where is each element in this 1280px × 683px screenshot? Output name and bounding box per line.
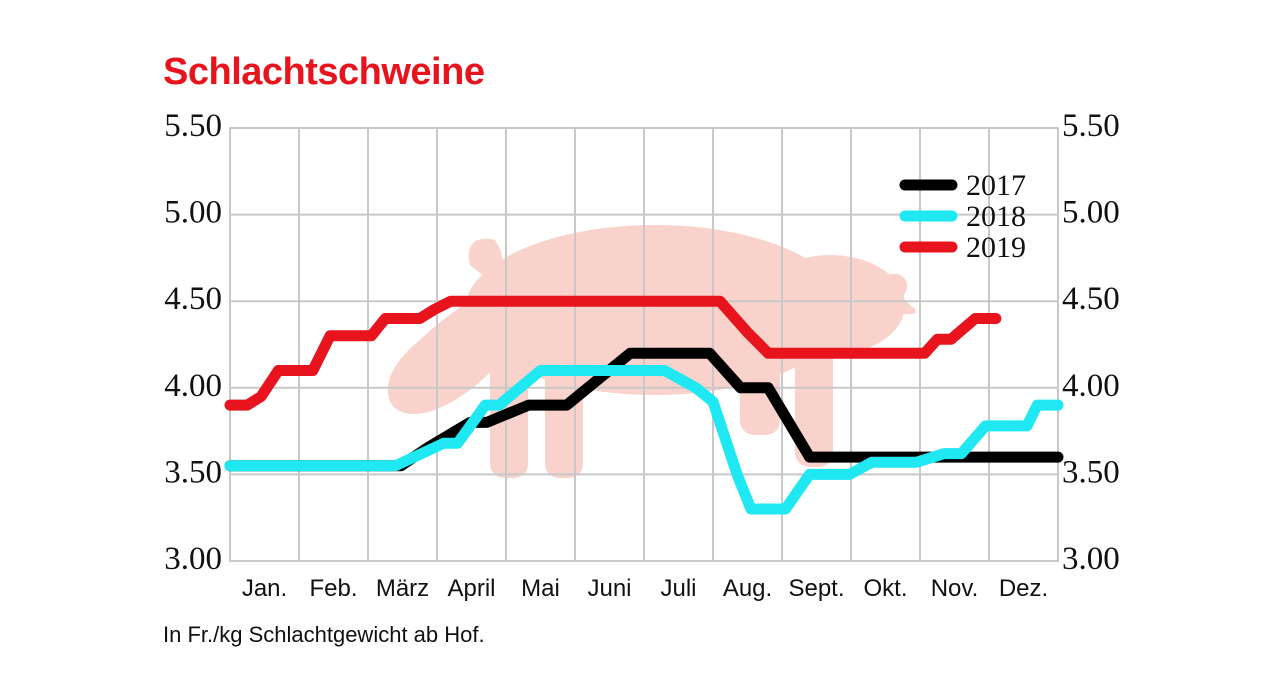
series-lines bbox=[224, 295, 1064, 515]
y-tick-label-left: 3.00 bbox=[164, 541, 222, 577]
y-tick-label-right: 4.50 bbox=[1062, 281, 1120, 317]
series-line-2018 bbox=[224, 365, 1064, 515]
x-tick-label: Feb. bbox=[309, 575, 357, 602]
x-tick-label: Nov. bbox=[931, 575, 979, 602]
x-tick-label: Jan. bbox=[242, 575, 287, 602]
y-tick-label-left: 4.50 bbox=[164, 281, 222, 317]
legend-label-2019: 2019 bbox=[966, 231, 1026, 264]
series-line-2019 bbox=[224, 295, 1002, 411]
x-tick-label: April bbox=[447, 575, 495, 602]
y-axis-right: 3.00 3.50 4.00 4.50 5.00 5.50 bbox=[1062, 108, 1120, 577]
x-axis: Jan. Feb. März April Mai Juni Juli Aug. Sept. Okt… bbox=[242, 575, 1048, 602]
x-tick-label: Aug. bbox=[723, 575, 772, 602]
x-tick-label: Juli bbox=[660, 575, 696, 602]
y-tick-label-right: 3.50 bbox=[1062, 454, 1120, 490]
footnote: In Fr./kg Schlachtgewicht ab Hof. bbox=[163, 622, 485, 647]
legend-label-2017: 2017 bbox=[966, 169, 1026, 202]
y-tick-label-right: 5.50 bbox=[1062, 108, 1120, 144]
y-tick-label-right: 5.00 bbox=[1062, 195, 1120, 231]
x-tick-label: Okt. bbox=[863, 575, 907, 602]
y-tick-label-left: 4.00 bbox=[164, 368, 222, 404]
legend-label-2018: 2018 bbox=[966, 200, 1026, 233]
x-tick-label: Juni bbox=[587, 575, 631, 602]
y-tick-label-left: 5.50 bbox=[164, 108, 222, 144]
x-tick-label: März bbox=[376, 575, 429, 602]
x-tick-label: Dez. bbox=[999, 575, 1048, 602]
x-tick-label: Mai bbox=[521, 575, 560, 602]
y-tick-label-right: 3.00 bbox=[1062, 541, 1120, 577]
y-tick-label-left: 5.00 bbox=[164, 195, 222, 231]
x-tick-label: Sept. bbox=[788, 575, 844, 602]
chart-title: Schlachtschweine bbox=[163, 51, 484, 93]
y-tick-label-left: 3.50 bbox=[164, 454, 222, 490]
y-tick-label-right: 4.00 bbox=[1062, 368, 1120, 404]
y-axis-left: 3.00 3.50 4.00 4.50 5.00 5.50 bbox=[164, 108, 222, 577]
